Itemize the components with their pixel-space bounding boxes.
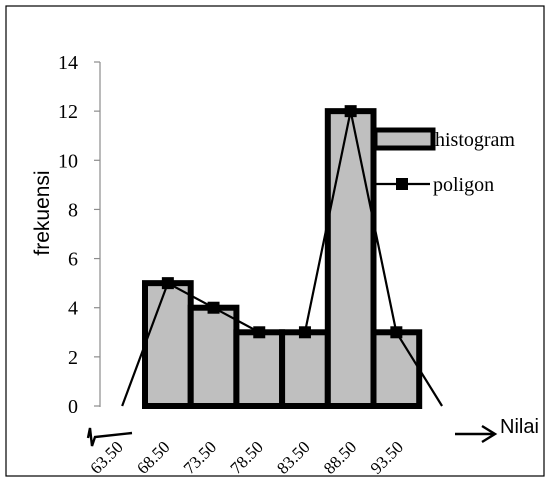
histogram-bar <box>142 280 194 409</box>
x-tick-label: 93.50 <box>367 437 407 477</box>
polygon-marker <box>390 326 403 339</box>
y-tick-label: 12 <box>58 101 78 123</box>
polygon-marker <box>298 326 311 339</box>
y-tick-marks <box>94 61 100 407</box>
y-tick-labels: 0 2 4 6 8 10 12 14 <box>58 52 78 418</box>
y-tick-label: 0 <box>68 396 78 418</box>
legend-label-poligon: poligon <box>433 174 494 196</box>
y-axis-label: frekuensi <box>31 170 54 255</box>
polygon-series <box>121 105 443 407</box>
legend-marker-poligon <box>396 178 408 190</box>
x-tick-labels: 63.50 68.50 73.50 78.50 83.50 88.50 93.50 <box>86 437 407 477</box>
polygon-marker <box>161 277 174 290</box>
polygon-line <box>121 110 443 407</box>
x-tick-label: 88.50 <box>320 437 360 477</box>
histogram-bar <box>324 108 377 410</box>
histogram-bar <box>233 329 286 409</box>
y-tick-label: 6 <box>68 249 78 271</box>
x-tick-label: 83.50 <box>273 437 313 477</box>
y-tick-label: 4 <box>68 298 78 320</box>
axis-break-symbol <box>86 427 133 447</box>
chart-frame <box>5 5 545 477</box>
x-tick-label: 68.50 <box>133 437 173 477</box>
x-tick-label: 73.50 <box>180 437 220 477</box>
legend: histogram poligon <box>372 127 515 196</box>
x-tick-label: 78.50 <box>226 437 266 477</box>
y-tick-label: 8 <box>68 199 78 221</box>
x-axis-label: Nilai <box>500 416 539 438</box>
x-axis-arrow <box>455 424 498 444</box>
polygon-marker <box>253 326 266 339</box>
legend-swatch-histogram <box>372 127 436 151</box>
polygon-marker <box>207 301 220 314</box>
histogram-bar <box>187 304 240 410</box>
y-tick-label: 14 <box>58 52 78 74</box>
histogram-bar <box>370 329 423 409</box>
legend-label-histogram: histogram <box>435 129 515 151</box>
y-tick-label: 10 <box>58 150 78 172</box>
histogram-bars <box>142 108 423 410</box>
y-tick-label: 2 <box>68 347 78 369</box>
polygon-marker <box>344 105 357 118</box>
histogram-bar <box>279 329 331 409</box>
